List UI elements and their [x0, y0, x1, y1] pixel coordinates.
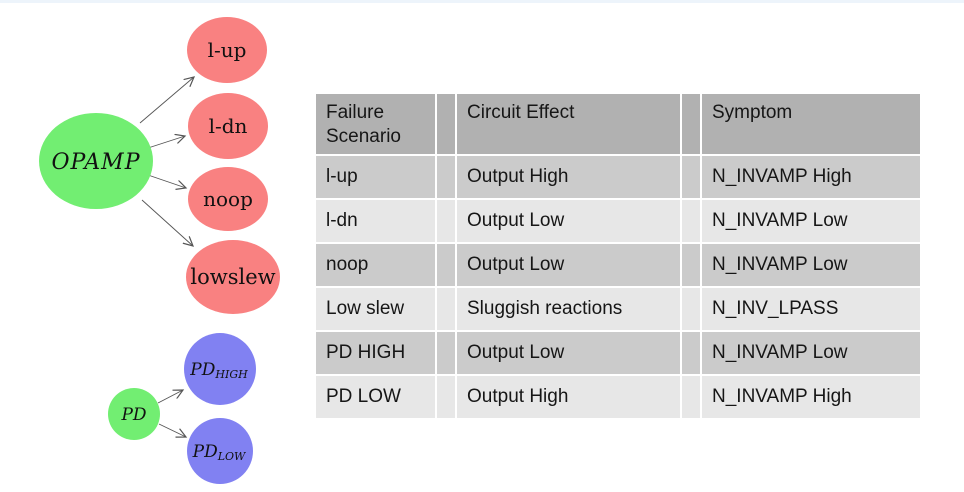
- node-pd-label: PD: [120, 405, 146, 425]
- header-separator-2: [682, 94, 700, 154]
- cell-separator: [682, 244, 700, 286]
- node-opamp-label: OPAMP: [51, 150, 140, 175]
- cell-symptom: N_INVAMP Low: [702, 200, 920, 242]
- node-pd-low-label: PDLOW: [192, 442, 247, 463]
- edge-opamp-ldn-arrow: [147, 136, 185, 149]
- header-separator-1: [437, 94, 455, 154]
- cell-separator: [682, 156, 700, 198]
- node-l-up-label: l-up: [208, 38, 247, 62]
- node-opamp: [39, 113, 153, 209]
- cell-scenario: l-up: [316, 156, 435, 198]
- cell-effect: Output Low: [457, 200, 680, 242]
- cell-scenario: l-dn: [316, 200, 435, 242]
- fault-tree-diagram: OPAMP l-up l-dn noop lowslew PD PDHIGH P…: [39, 17, 280, 484]
- node-lowslew-label: lowslew: [190, 265, 275, 289]
- cell-separator: [682, 288, 700, 330]
- pd-high-main-text: PD: [189, 360, 215, 380]
- cell-symptom: N_INVAMP High: [702, 156, 920, 198]
- cell-scenario: PD LOW: [316, 376, 435, 418]
- cell-separator: [437, 200, 455, 242]
- cell-scenario: noop: [316, 244, 435, 286]
- edge-opamp-lowslew-arrow: [141, 199, 193, 246]
- cell-scenario: PD HIGH: [316, 332, 435, 374]
- edge-opamp-lup-arrow: [139, 77, 194, 124]
- pd-low-main-text: PD: [192, 442, 218, 462]
- cell-separator: [682, 376, 700, 418]
- node-lowslew: [186, 240, 280, 314]
- cell-effect: Output High: [457, 376, 680, 418]
- cell-separator: [437, 332, 455, 374]
- cell-separator: [437, 156, 455, 198]
- cell-symptom: N_INVAMP Low: [702, 244, 920, 286]
- pd-low-subscript: LOW: [217, 450, 247, 463]
- header-cell-circuit-effect: Circuit Effect: [457, 94, 680, 154]
- cell-separator: [437, 288, 455, 330]
- edge-pd-high-arrow: [157, 390, 183, 404]
- pd-high-subscript: HIGH: [214, 368, 248, 381]
- cell-symptom: N_INVAMP High: [702, 376, 920, 418]
- cell-effect: Output Low: [457, 244, 680, 286]
- cell-separator: [437, 376, 455, 418]
- header-cell-failure-scenario: Failure Scenario: [316, 94, 435, 154]
- node-pd-high-label: PDHIGH: [189, 360, 248, 381]
- pd-edges: [157, 390, 186, 437]
- cell-separator: [682, 332, 700, 374]
- edge-opamp-noop-arrow: [147, 174, 186, 188]
- opamp-edges: [139, 77, 194, 246]
- edge-pd-low-arrow: [158, 423, 186, 437]
- cell-effect: Output Low: [457, 332, 680, 374]
- node-noop: [188, 167, 268, 231]
- cell-separator: [682, 200, 700, 242]
- failure-scenario-table: Failure Scenario Circuit Effect Symptom …: [316, 94, 920, 418]
- node-l-dn: [188, 93, 268, 159]
- cell-effect: Output High: [457, 156, 680, 198]
- cell-symptom: N_INVAMP Low: [702, 332, 920, 374]
- node-pd-low: [187, 418, 253, 484]
- cell-effect: Sluggish reactions: [457, 288, 680, 330]
- top-edge-divider: [0, 0, 964, 3]
- cell-scenario: Low slew: [316, 288, 435, 330]
- node-pd: [108, 388, 160, 440]
- cell-symptom: N_INV_LPASS: [702, 288, 920, 330]
- header-cell-symptom: Symptom: [702, 94, 920, 154]
- node-l-up: [187, 17, 267, 83]
- node-noop-label: noop: [203, 187, 253, 211]
- node-l-dn-label: l-dn: [209, 114, 248, 138]
- cell-separator: [437, 244, 455, 286]
- node-pd-high: [184, 333, 256, 405]
